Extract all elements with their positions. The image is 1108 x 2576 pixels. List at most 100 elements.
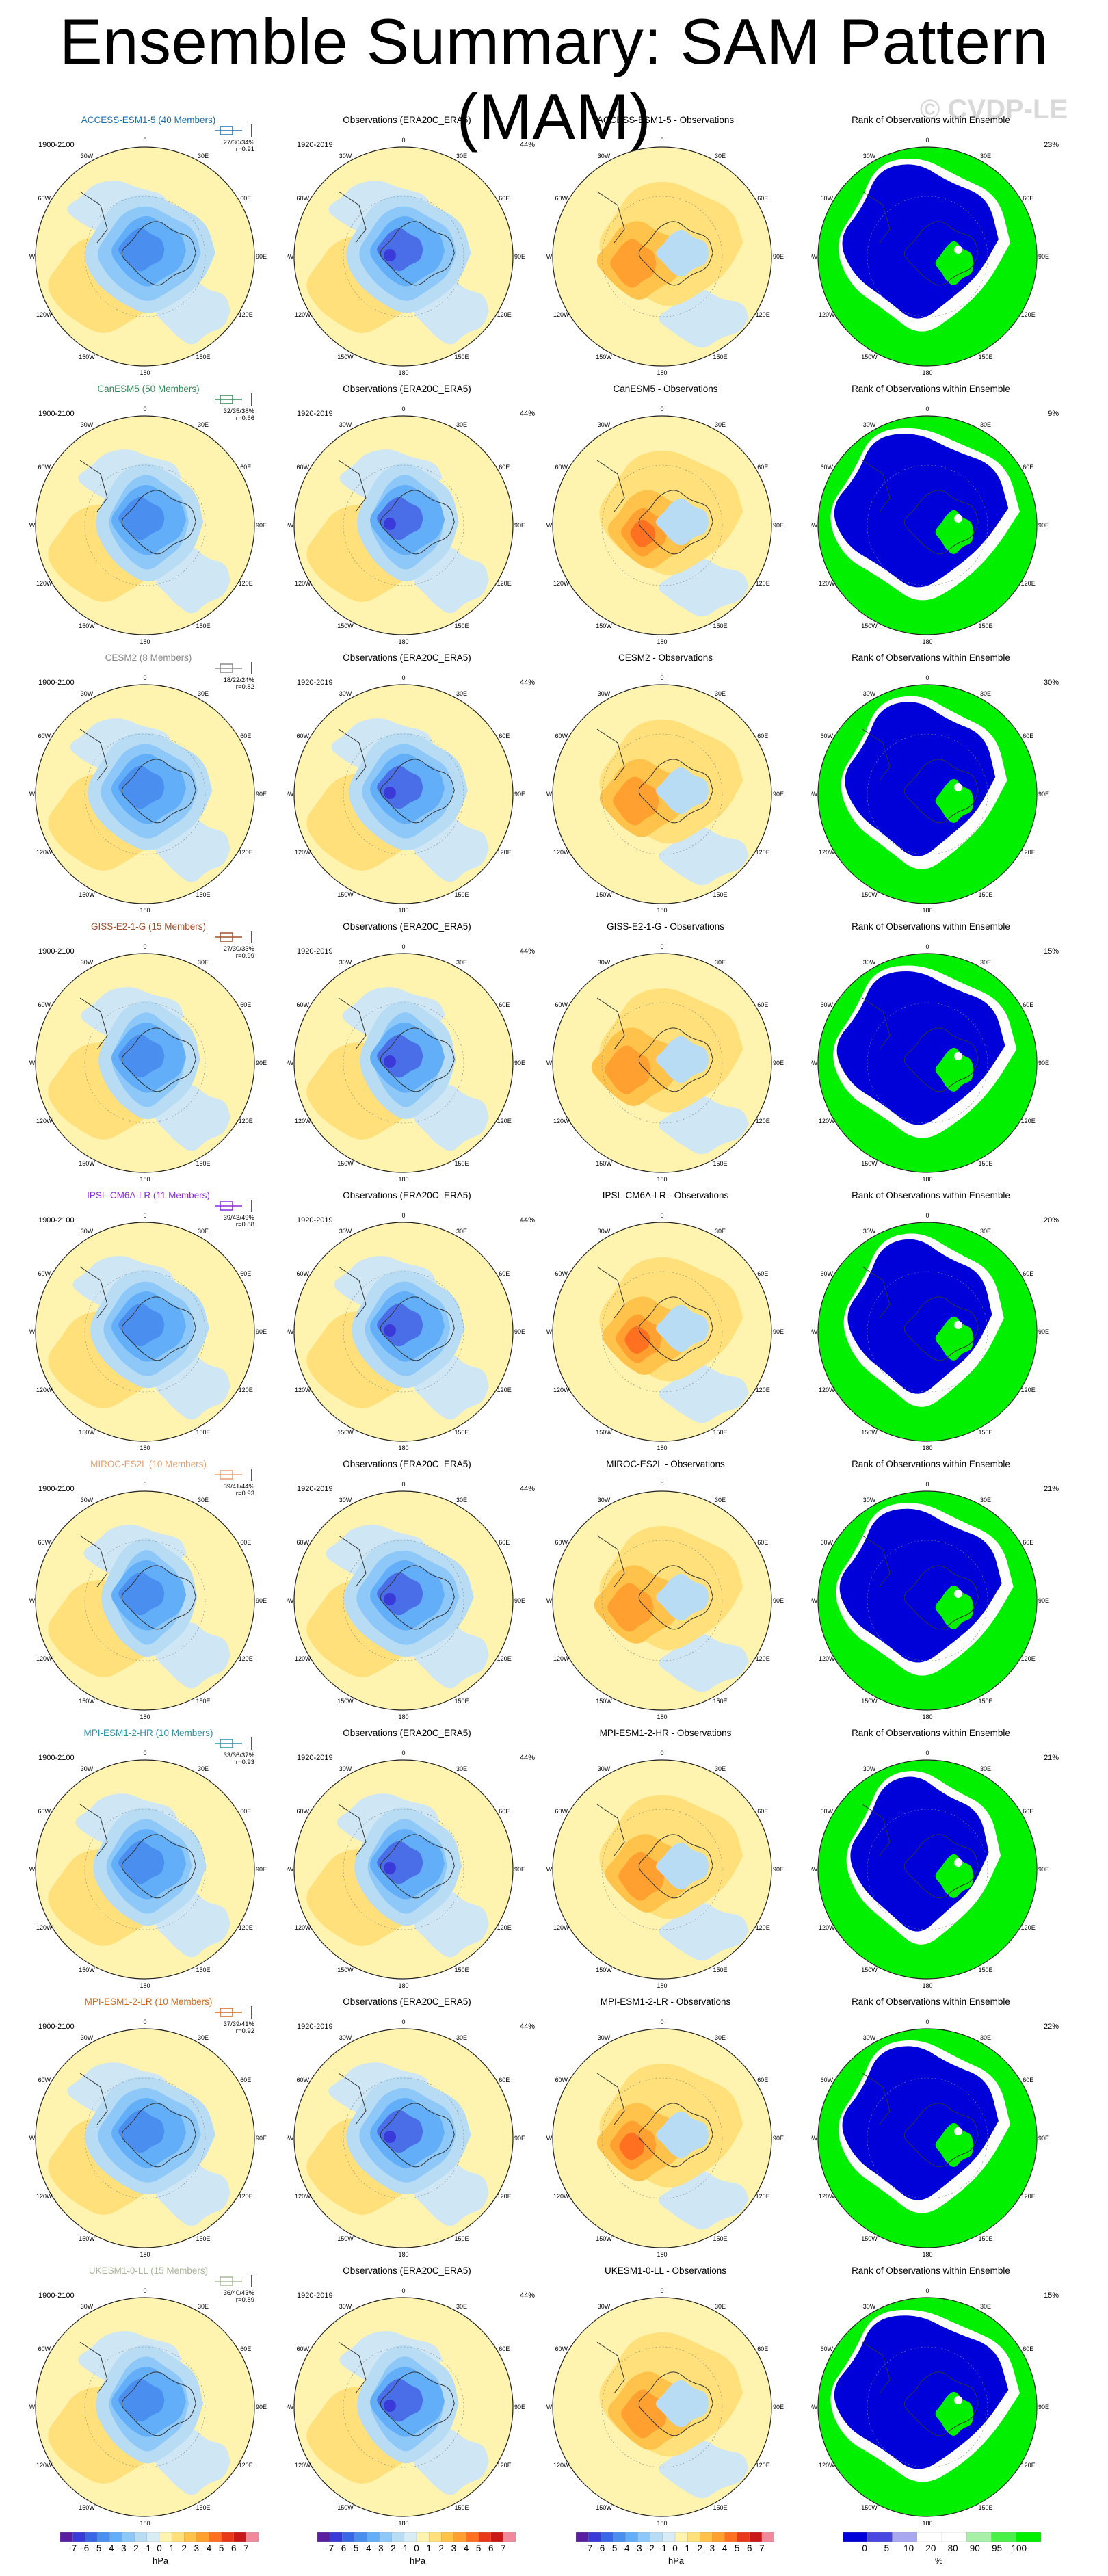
longitude-label: 60W bbox=[821, 464, 834, 471]
longitude-label: 60E bbox=[240, 464, 251, 471]
longitude-label: 90W bbox=[29, 253, 36, 260]
longitude-label: 180 bbox=[140, 1713, 150, 1720]
polar-map: 0 30E 60E 90E 120E 150E 180 150W 120W 90W 60W 30W bbox=[29, 943, 267, 1183]
panel-years: 1900-2100 bbox=[38, 1216, 75, 1224]
longitude-label: 150W bbox=[79, 1967, 95, 1973]
longitude-label: 30W bbox=[81, 690, 94, 697]
map-field bbox=[818, 416, 1037, 635]
longitude-label: 90E bbox=[1038, 2404, 1049, 2410]
spread-glyph bbox=[215, 662, 252, 674]
longitude-label: 30E bbox=[198, 1228, 209, 1235]
colorbar-swatches bbox=[317, 2532, 516, 2542]
colorbar-tick: 7 bbox=[759, 2543, 765, 2553]
colorbar-swatch bbox=[687, 2532, 700, 2542]
map-field bbox=[36, 1760, 254, 1979]
longitude-label: 0 bbox=[401, 2287, 405, 2294]
panel-years: 1920-2019 bbox=[297, 947, 333, 956]
longitude-label: 90E bbox=[1038, 1866, 1049, 1873]
map-field bbox=[294, 147, 513, 366]
longitude-label: 30E bbox=[198, 1497, 209, 1503]
colorbar-tick: 0 bbox=[862, 2543, 867, 2553]
longitude-label: 120E bbox=[497, 2193, 512, 2200]
longitude-label: 60W bbox=[297, 1808, 310, 1815]
longitude-label: 0 bbox=[660, 137, 663, 144]
longitude-label: 150W bbox=[337, 1698, 354, 1705]
colorbar-swatch bbox=[146, 2532, 160, 2542]
longitude-label: 150E bbox=[713, 2504, 727, 2511]
panel-title: CanESM5 (50 Members) bbox=[97, 384, 200, 394]
panel-percent: 44% bbox=[519, 2291, 535, 2300]
diff-panel: GISS-E2-1-G - Observations 0 30E 60E 90E 120E… bbox=[546, 921, 813, 1185]
panel-years: 1920-2019 bbox=[297, 1216, 333, 1224]
longitude-label: 30E bbox=[198, 959, 209, 966]
longitude-label: 30W bbox=[81, 1497, 94, 1503]
longitude-label: 60E bbox=[757, 1539, 768, 1546]
longitude-label: 60E bbox=[499, 2345, 510, 2352]
longitude-label: 120E bbox=[756, 2462, 770, 2469]
obs-panel: Observations (ERA20C_ERA5) 1920-2019 44% 0 3… bbox=[287, 1997, 554, 2261]
colorbar-swatch bbox=[601, 2532, 614, 2542]
longitude-label: 90W bbox=[811, 1328, 818, 1335]
diff-panel: MIROC-ES2L - Observations 0 30E 60E 90E 120E 1… bbox=[546, 1459, 813, 1723]
longitude-label: 120E bbox=[1021, 1118, 1036, 1125]
longitude-label: 180 bbox=[657, 2520, 667, 2527]
longitude-label: 150E bbox=[454, 1160, 469, 1167]
longitude-label: 90W bbox=[546, 2404, 553, 2410]
longitude-label: 90W bbox=[287, 1328, 294, 1335]
longitude-label: 90E bbox=[1038, 2135, 1049, 2142]
longitude-label: 60E bbox=[499, 2077, 510, 2084]
colorbar-tick: -6 bbox=[338, 2543, 347, 2553]
longitude-label: 30W bbox=[339, 2303, 352, 2310]
longitude-label: 180 bbox=[140, 638, 150, 645]
panel-years: 1920-2019 bbox=[297, 1754, 333, 1762]
spread-glyph bbox=[215, 1200, 252, 1212]
longitude-label: 30W bbox=[598, 1228, 611, 1235]
longitude-label: 90E bbox=[256, 1060, 267, 1066]
longitude-label: 120E bbox=[1021, 2193, 1036, 2200]
longitude-label: 90E bbox=[256, 253, 267, 260]
longitude-label: 90W bbox=[546, 1060, 553, 1066]
colorbar-tick: 1 bbox=[169, 2543, 174, 2553]
longitude-label: 120E bbox=[1021, 311, 1036, 318]
model-panel: MPI-ESM1-2-LR (10 Members) 1900-2100 37/39… bbox=[29, 1997, 295, 2261]
longitude-label: 180 bbox=[922, 2520, 932, 2527]
panel-title: Rank of Observations within Ensemble bbox=[852, 1459, 1010, 1469]
panel-title: CESM2 (8 Members) bbox=[105, 653, 192, 663]
longitude-label: 30E bbox=[715, 690, 726, 697]
longitude-label: 120W bbox=[553, 2193, 570, 2200]
map-field bbox=[553, 954, 771, 1172]
map-field bbox=[818, 147, 1037, 366]
longitude-label: 90E bbox=[1038, 1060, 1049, 1066]
longitude-label: 0 bbox=[401, 943, 405, 950]
longitude-label: 90W bbox=[29, 1597, 36, 1604]
longitude-label: 30W bbox=[81, 959, 94, 966]
longitude-label: 60E bbox=[1023, 1270, 1033, 1277]
longitude-label: 60W bbox=[555, 733, 568, 739]
longitude-label: 60W bbox=[821, 1539, 834, 1546]
colorbar-tick: 3 bbox=[709, 2543, 715, 2553]
longitude-label: 180 bbox=[922, 369, 932, 376]
colorbar-swatch bbox=[246, 2532, 259, 2542]
longitude-label: 0 bbox=[143, 674, 146, 681]
longitude-label: 180 bbox=[398, 1713, 408, 1720]
model-panel: MIROC-ES2L (10 Members) 1900-2100 39/41/44… bbox=[29, 1459, 295, 1723]
longitude-label: 60E bbox=[757, 195, 768, 202]
longitude-label: 60E bbox=[499, 1001, 510, 1008]
longitude-label: 150E bbox=[196, 1698, 210, 1705]
colorbar-swatch bbox=[60, 2532, 73, 2542]
longitude-label: 180 bbox=[140, 2251, 150, 2258]
longitude-label: 120W bbox=[36, 2462, 53, 2469]
colorbar-swatch bbox=[428, 2532, 442, 2542]
polar-map: 0 30E 60E 90E 120E 150E 180 150W 120W 90W 60W 30W bbox=[546, 406, 784, 645]
polar-map: 0 30E 60E 90E 120E 150E 180 150W 120W 90W 60W 30W bbox=[287, 406, 525, 645]
longitude-label: 90E bbox=[514, 1866, 525, 1873]
panel-title: Rank of Observations within Ensemble bbox=[852, 2265, 1010, 2276]
longitude-label: 120W bbox=[295, 1924, 311, 1931]
colorbar-swatch bbox=[761, 2532, 775, 2542]
longitude-label: 30E bbox=[715, 959, 726, 966]
panel-years: 1920-2019 bbox=[297, 141, 333, 149]
colorbar-tick: -4 bbox=[105, 2543, 114, 2553]
polar-map: 0 30E 60E 90E 120E 150E 180 150W 120W 90W 60W 30W bbox=[287, 943, 525, 1183]
rank-panel: Rank of Observations within Ensemble 21% 0… bbox=[811, 1459, 1078, 1723]
longitude-label: 150E bbox=[196, 891, 210, 898]
